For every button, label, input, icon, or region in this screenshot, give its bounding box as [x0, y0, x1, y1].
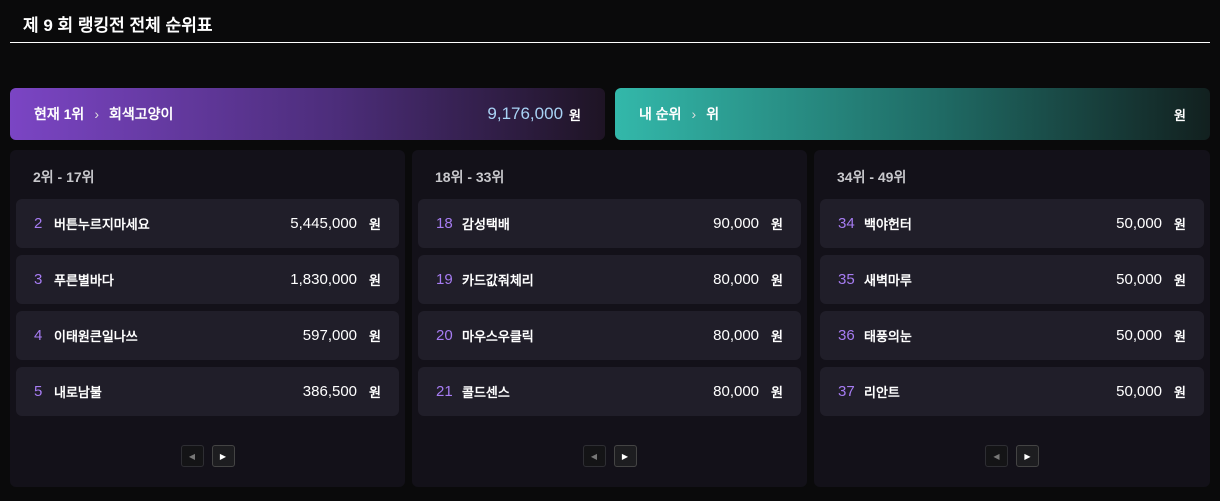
ranking-row: 35 새벽마루 50,000 원: [820, 255, 1204, 304]
first-place-banner: 현재 1위 › 회색고양이 9,176,000 원: [10, 88, 605, 140]
ranking-row: 19 카드값줘체리 80,000 원: [418, 255, 801, 304]
chevron-right-icon: ›: [691, 106, 697, 122]
currency-unit: 원: [1174, 273, 1186, 288]
ranking-row: 18 감성택배 90,000 원: [418, 199, 801, 248]
player-name: 내로남불: [54, 385, 102, 400]
amount: 80,000: [713, 327, 760, 344]
currency-unit: 원: [1174, 107, 1186, 123]
amount: 80,000: [713, 271, 760, 288]
amount: 50,000: [1116, 215, 1163, 232]
player-name: 새벽마루: [864, 273, 912, 288]
amount: 386,500: [302, 383, 358, 400]
ranking-row: 5 내로남불 386,500 원: [16, 367, 399, 416]
player-name: 감성택배: [462, 217, 510, 232]
amount: 1,830,000: [290, 271, 358, 288]
ranking-column: 2위 - 17위 2 버튼누르지마세요 5,445,000 원 3 푸른별바다 …: [10, 150, 405, 487]
rank-number: 2: [34, 215, 43, 232]
prev-page-button[interactable]: ◀: [180, 445, 204, 467]
amount: 597,000: [302, 327, 358, 344]
ranking-column: 18위 - 33위 18 감성택배 90,000 원 19 카드값줘체리 80,…: [412, 150, 807, 487]
rank-number: 36: [838, 327, 855, 344]
next-page-button[interactable]: ▶: [1016, 445, 1039, 467]
prev-page-button[interactable]: ◀: [582, 445, 606, 467]
currency-unit: 원: [1174, 329, 1186, 344]
rank-number: 18: [436, 215, 453, 232]
rank-number: 21: [436, 383, 453, 400]
ranking-row: 2 버튼누르지마세요 5,445,000 원: [16, 199, 399, 248]
next-page-button[interactable]: ▶: [211, 445, 235, 467]
currency-unit: 원: [369, 217, 381, 232]
prev-page-button[interactable]: ◀: [985, 445, 1008, 467]
my-rank-banner: 내 순위 › 위 원: [615, 88, 1210, 140]
ranking-row: 3 푸른별바다 1,830,000 원: [16, 255, 399, 304]
amount: 50,000: [1116, 383, 1163, 400]
amount: 90,000: [713, 215, 760, 232]
player-name: 푸른별바다: [54, 273, 114, 288]
ranking-row: 4 이태원큰일나쓰 597,000 원: [16, 311, 399, 360]
column-header: 18위 - 33위: [435, 169, 505, 185]
player-name: 버튼누르지마세요: [54, 217, 150, 232]
ranking-column: 34위 - 49위 34 백야헌터 50,000 원 35 새벽마루 50,00…: [814, 150, 1210, 487]
pagination: ◀ ▶: [814, 445, 1210, 467]
rank-number: 4: [34, 327, 43, 344]
ranking-row: 37 리안트 50,000 원: [820, 367, 1204, 416]
my-rank-label: 내 순위: [639, 106, 682, 122]
currency-unit: 원: [369, 385, 381, 400]
next-page-button[interactable]: ▶: [613, 445, 637, 467]
rank-number: 3: [34, 271, 43, 288]
divider: [10, 42, 1210, 43]
ranking-row: 34 백야헌터 50,000 원: [820, 199, 1204, 248]
rank-number: 5: [34, 383, 43, 400]
first-place-label: 현재 1위: [34, 106, 85, 122]
amount: 50,000: [1116, 271, 1163, 288]
ranking-row: 21 콜드센스 80,000 원: [418, 367, 801, 416]
currency-unit: 원: [771, 385, 783, 400]
player-name: 이태원큰일나쓰: [54, 329, 138, 344]
page-title: 제 9 회 랭킹전 전체 순위표: [23, 16, 213, 35]
amount: 80,000: [713, 383, 760, 400]
player-name: 태풍의눈: [864, 329, 912, 344]
chevron-right-icon: ›: [94, 106, 99, 122]
currency-unit: 원: [369, 273, 381, 288]
first-place-name: 회색고양이: [109, 106, 174, 122]
currency-unit: 원: [771, 273, 783, 288]
column-header: 2위 - 17위: [33, 169, 95, 185]
my-rank-value: 위: [706, 106, 720, 122]
player-name: 카드값줘체리: [462, 273, 534, 288]
currency-unit: 원: [1174, 217, 1186, 232]
rank-number: 37: [838, 383, 855, 400]
amount: 5,445,000: [290, 215, 358, 232]
currency-unit: 원: [569, 107, 581, 123]
player-name: 마우스우클릭: [462, 329, 534, 344]
column-header: 34위 - 49위: [837, 169, 907, 185]
rank-number: 35: [838, 271, 855, 288]
pagination: ◀ ▶: [10, 445, 405, 467]
rank-number: 20: [436, 327, 453, 344]
ranking-row: 20 마우스우클릭 80,000 원: [418, 311, 801, 360]
first-place-amount: 9,176,000: [487, 104, 564, 123]
currency-unit: 원: [369, 329, 381, 344]
player-name: 리안트: [864, 385, 900, 400]
player-name: 백야헌터: [864, 217, 912, 232]
currency-unit: 원: [771, 217, 783, 232]
amount: 50,000: [1116, 327, 1163, 344]
rank-number: 19: [436, 271, 453, 288]
rank-number: 34: [838, 215, 855, 232]
currency-unit: 원: [771, 329, 783, 344]
pagination: ◀ ▶: [412, 445, 807, 467]
ranking-row: 36 태풍의눈 50,000 원: [820, 311, 1204, 360]
player-name: 콜드센스: [462, 385, 510, 400]
currency-unit: 원: [1174, 385, 1186, 400]
